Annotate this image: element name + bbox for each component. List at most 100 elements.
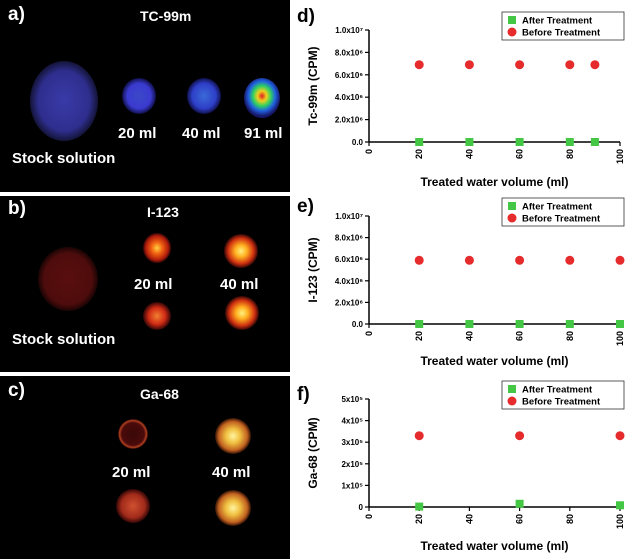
panel-label-a: a) (8, 4, 25, 25)
legend-label: After Treatment (522, 202, 593, 213)
stock-label-b: Stock solution (12, 331, 116, 348)
panel-b-spots (38, 233, 259, 330)
panel-title-b: I-123 (147, 204, 179, 220)
legend-label: Before Treatment (522, 214, 601, 225)
chart-panel-label: e) (297, 196, 314, 217)
vol-label-b-20: 20 ml (134, 276, 173, 293)
x-tick-label: 80 (565, 514, 575, 524)
x-tick-label: 100 (615, 149, 625, 164)
panel-title-c: Ga-68 (140, 386, 179, 402)
panel-label-c: c) (8, 380, 25, 401)
data-point-before (515, 431, 525, 441)
legend-marker-circle (507, 396, 517, 406)
x-tick-label: 0 (364, 514, 374, 519)
y-tick-label: 2.0x10⁶ (335, 298, 363, 307)
y-tick-label: 8.0x10⁶ (335, 48, 363, 57)
spot-a-20ml (122, 78, 156, 114)
y-tick-label: 1x10⁵ (341, 481, 363, 490)
y-axis-title: I-123 (CPM) (306, 237, 320, 302)
stock-spot-b (38, 247, 98, 311)
spot-c-20ml-top (118, 419, 148, 449)
legend-label: Before Treatment (522, 397, 601, 408)
data-point-after (590, 138, 599, 146)
data-point-after (515, 320, 524, 328)
legend-box (501, 11, 625, 41)
vol-label-c-20: 20 ml (112, 464, 151, 481)
data-point-after (616, 320, 624, 328)
y-tick-label: 1.0x10⁷ (335, 212, 363, 221)
data-point-before (565, 255, 575, 265)
data-point-before (515, 255, 525, 265)
y-tick-label: 2.0x10⁶ (335, 116, 363, 125)
x-tick-label: 0 (364, 331, 374, 336)
y-tick-label: 0.0 (352, 138, 364, 147)
data-point-before (615, 255, 625, 265)
vol-label-a-40: 40 ml (182, 125, 221, 142)
x-tick-label: 60 (515, 149, 525, 159)
vol-label-a-20: 20 ml (118, 125, 157, 142)
data-point-after (415, 138, 424, 146)
y-tick-label: 6.0x10⁶ (335, 255, 363, 264)
image-panel-a: a) TC-99m 20 ml 40 ml 91 ml Stock soluti… (0, 0, 290, 192)
x-tick-label: 100 (615, 331, 625, 346)
y-tick-label: 4.0x10⁶ (335, 277, 363, 286)
data-point-before (414, 60, 424, 70)
scatter-charts: d) 0.0 2.0x10⁶ 4.0x10⁶ 6.0x10⁶ 8.0x10⁶ 1.0x10⁷… (297, 6, 625, 553)
panel-label-b: b) (8, 198, 26, 219)
legend-marker-circle (507, 213, 517, 223)
legend-label: After Treatment (522, 16, 593, 27)
chart-panel-label: d) (297, 6, 315, 27)
data-point-before (590, 60, 600, 70)
y-tick-label: 3x10⁵ (341, 438, 363, 447)
spot-a-40ml (187, 78, 221, 114)
chart-panel-label: f) (297, 384, 310, 405)
data-point-after (515, 138, 524, 146)
data-point-before (565, 60, 575, 70)
spot-b-20ml-bottom (143, 302, 171, 330)
data-point-before (615, 431, 625, 441)
image-panel-c: c) Ga-68 20 ml 40 ml (0, 376, 290, 559)
y-axis-title: Tc-99m (CPM) (306, 46, 320, 125)
spot-b-40ml-bottom (225, 296, 259, 330)
legend-marker-circle (507, 27, 517, 37)
y-tick-label: 1.0x10⁷ (335, 26, 363, 35)
y-tick-label: 5x10⁵ (341, 395, 363, 404)
legend-marker-square (508, 202, 516, 210)
data-point-before (464, 255, 474, 265)
data-point-after (415, 502, 424, 511)
spot-b-40ml-top (224, 234, 258, 268)
spot-b-20ml-top (143, 233, 171, 263)
x-tick-label: 20 (414, 514, 424, 524)
data-point-after (465, 138, 474, 146)
x-axis-title: Treated water volume (ml) (420, 175, 568, 189)
y-tick-label: 0.0 (352, 320, 364, 329)
data-point-after (616, 501, 624, 510)
data-point-before (464, 60, 474, 70)
x-tick-label: 0 (364, 149, 374, 154)
data-point-before (414, 431, 424, 441)
legend-box (501, 197, 625, 227)
y-tick-label: 2x10⁵ (341, 460, 363, 469)
data-point-before (515, 60, 525, 70)
x-tick-label: 100 (615, 514, 625, 529)
chart-f: f) 0 1x10⁵ 2x10⁵ 3x10⁵ 4x10⁵ 5x10⁵ 0 20 40 60 80 100… (297, 380, 625, 553)
y-tick-label: 6.0x10⁶ (335, 71, 363, 80)
spot-c-20ml-bottom (116, 489, 150, 523)
spot-c-40ml-top (215, 418, 251, 454)
x-axis-title: Treated water volume (ml) (420, 539, 568, 553)
y-tick-label: 4.0x10⁶ (335, 93, 363, 102)
x-tick-label: 20 (414, 331, 424, 341)
x-tick-label: 60 (515, 514, 525, 524)
legend-marker-square (508, 16, 516, 24)
vol-label-a-91: 91 ml (244, 125, 283, 142)
legend-label: After Treatment (522, 385, 593, 396)
data-point-after (565, 138, 574, 146)
stock-spot-a (30, 61, 98, 141)
panel-a-spots (30, 61, 280, 141)
x-tick-label: 40 (464, 149, 474, 159)
data-point-after (515, 499, 524, 508)
panel-title-a: TC-99m (140, 8, 192, 24)
image-panel-b: b) I-123 20 ml 40 ml Stock solution (0, 196, 290, 372)
data-point-after (565, 320, 574, 328)
spot-c-40ml-bottom (215, 490, 251, 526)
